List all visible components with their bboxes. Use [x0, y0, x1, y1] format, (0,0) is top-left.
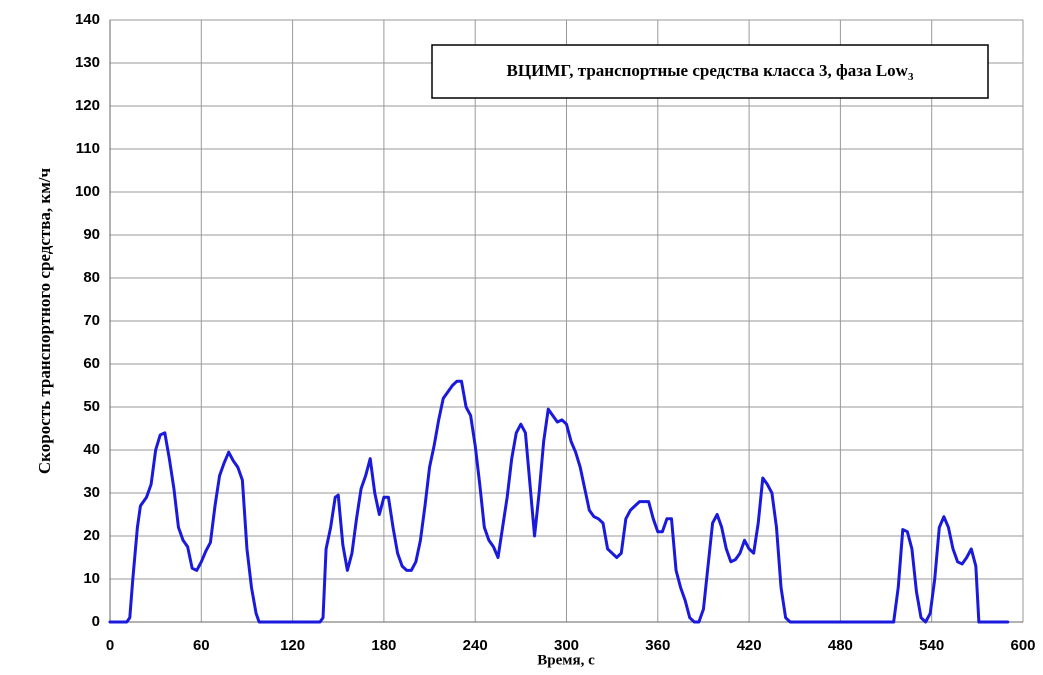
y-tick-label: 110	[76, 140, 100, 157]
x-tick-label: 60	[193, 637, 210, 654]
y-tick-label: 130	[75, 54, 100, 71]
x-tick-label: 600	[1010, 637, 1035, 654]
y-tick-label: 30	[83, 484, 100, 501]
y-tick-label: 100	[75, 183, 100, 200]
x-tick-label: 420	[737, 637, 762, 654]
plot-area: 0 10 20 30 40 50 60 70 80 90 100 110 120 130 140 0 60 120…	[75, 11, 1036, 654]
x-tick-label: 0	[106, 637, 114, 654]
title-subscript: 3	[908, 71, 914, 83]
series-line	[108, 379, 1010, 624]
y-tick-label: 140	[75, 11, 100, 28]
y-tick-label: 40	[83, 441, 100, 458]
x-axis-label: Время, с	[537, 652, 595, 668]
title-text: ВЦИМГ, транспортные средства класса 3, ф…	[507, 61, 909, 80]
y-tick-label: 80	[83, 269, 100, 286]
x-tick-label: 300	[554, 637, 579, 654]
x-tick-label: 540	[919, 637, 944, 654]
y-tick-label: 20	[83, 527, 100, 544]
x-tick-label: 480	[828, 637, 853, 654]
y-tick-label: 60	[83, 355, 100, 372]
x-tick-label: 180	[371, 637, 396, 654]
x-tick-label: 360	[645, 637, 670, 654]
y-axis-label: Скорость транспортного средства, км/ч	[35, 167, 54, 474]
title-box	[431, 44, 989, 99]
x-tick-label: 120	[280, 637, 305, 654]
y-tick-label: 120	[75, 97, 100, 114]
y-tick-label: 0	[92, 613, 100, 630]
y-tick-label: 90	[83, 226, 100, 243]
chart-title: ВЦИМГ, транспортные средства класса 3, ф…	[507, 61, 914, 83]
y-tick-label: 10	[83, 570, 100, 587]
x-tick-label: 240	[463, 637, 488, 654]
y-tick-label: 50	[83, 398, 100, 415]
y-tick-label: 70	[83, 312, 100, 329]
